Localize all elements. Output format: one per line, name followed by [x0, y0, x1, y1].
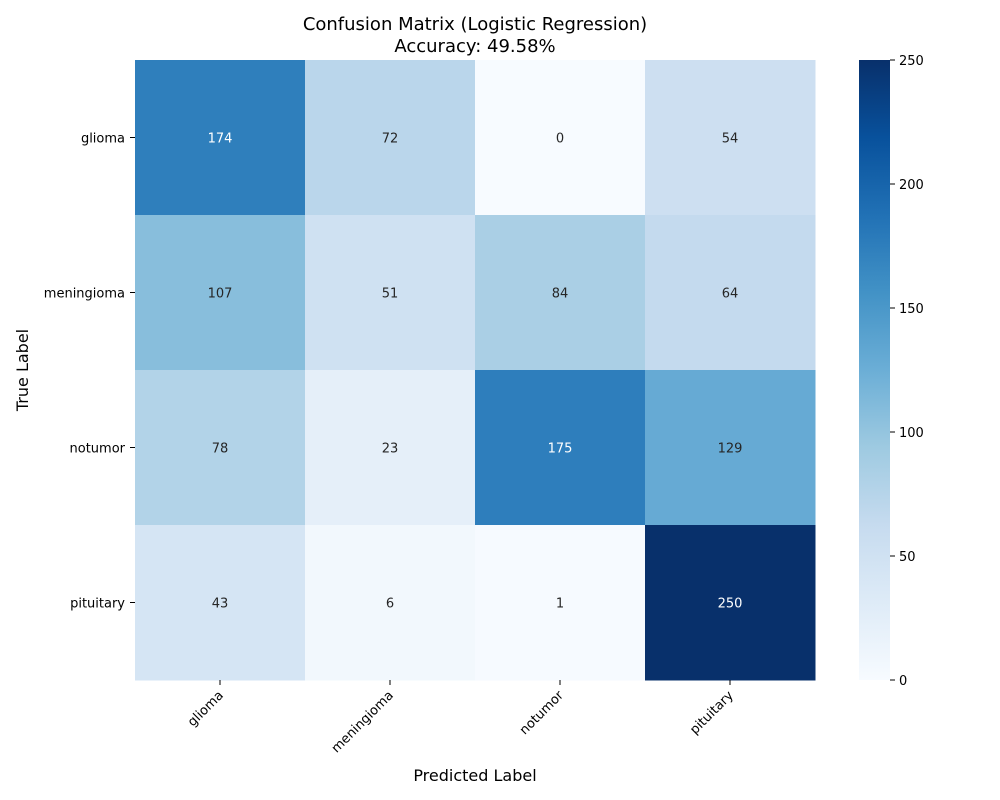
heatmap-cell — [475, 370, 646, 526]
x-axis-ticks: glioma meningioma notumor pituitary — [185, 680, 737, 756]
x-tick-label: pituitary — [687, 688, 737, 738]
heatmap-cell — [475, 215, 646, 371]
heatmap-cell — [475, 60, 646, 216]
cell-value-label: 51 — [382, 287, 399, 302]
heatmap-cell — [135, 215, 306, 371]
cell-value-label: 23 — [382, 442, 399, 457]
y-tick-label: glioma — [81, 132, 125, 147]
cell-value-label: 129 — [718, 442, 743, 457]
heatmap-cell — [645, 215, 816, 371]
colorbar-tick-label: 0 — [899, 674, 907, 689]
x-tick-label: notumor — [517, 688, 567, 738]
colorbar-tick-label: 150 — [899, 302, 924, 317]
colorbar-tick-label: 200 — [899, 178, 924, 193]
y-tick-label: meningioma — [44, 287, 125, 302]
y-tick-label: notumor — [70, 442, 126, 457]
cell-value-label: 174 — [208, 132, 233, 147]
heatmap-cell — [305, 60, 476, 216]
cell-value-label: 1 — [556, 597, 564, 612]
heatmap-cell — [135, 370, 306, 526]
colorbar — [859, 60, 890, 680]
y-axis-title: True Label — [13, 329, 32, 412]
x-axis-title: Predicted Label — [413, 766, 536, 785]
colorbar-ticks: 0 50 100 150 200 250 — [890, 54, 924, 689]
chart-title: Confusion Matrix (Logistic Regression) — [303, 14, 647, 35]
x-tick-label: meningioma — [329, 688, 397, 756]
colorbar-tick-label: 50 — [899, 550, 916, 565]
cell-value-label: 54 — [722, 132, 739, 147]
heatmap-cells: 174 72 0 54 107 51 84 64 78 23 175 129 43 6 1 250 — [135, 60, 816, 681]
x-tick-label: glioma — [185, 688, 227, 730]
chart-subtitle: Accuracy: 49.58% — [394, 36, 555, 57]
cell-value-label: 0 — [556, 132, 564, 147]
cell-value-label: 6 — [386, 597, 394, 612]
heatmap-cell — [305, 370, 476, 526]
cell-value-label: 84 — [552, 287, 569, 302]
cell-value-label: 78 — [212, 442, 229, 457]
y-axis-ticks: glioma meningioma notumor pituitary — [44, 132, 135, 612]
heatmap-cell — [305, 215, 476, 371]
heatmap-cell — [475, 525, 646, 681]
heatmap-cell — [645, 60, 816, 216]
cell-value-label: 107 — [208, 287, 233, 302]
cell-value-label: 250 — [718, 597, 743, 612]
heatmap-cell — [645, 525, 816, 681]
colorbar-tick-label: 250 — [899, 54, 924, 69]
heatmap-cell — [135, 525, 306, 681]
cell-value-label: 64 — [722, 287, 739, 302]
y-tick-label: pituitary — [70, 597, 125, 612]
cell-value-label: 43 — [212, 597, 229, 612]
colorbar-tick-label: 100 — [899, 426, 924, 441]
cell-value-label: 175 — [548, 442, 573, 457]
heatmap-cell — [645, 370, 816, 526]
heatmap-cell — [135, 60, 306, 216]
heatmap-cell — [305, 525, 476, 681]
cell-value-label: 72 — [382, 132, 399, 147]
